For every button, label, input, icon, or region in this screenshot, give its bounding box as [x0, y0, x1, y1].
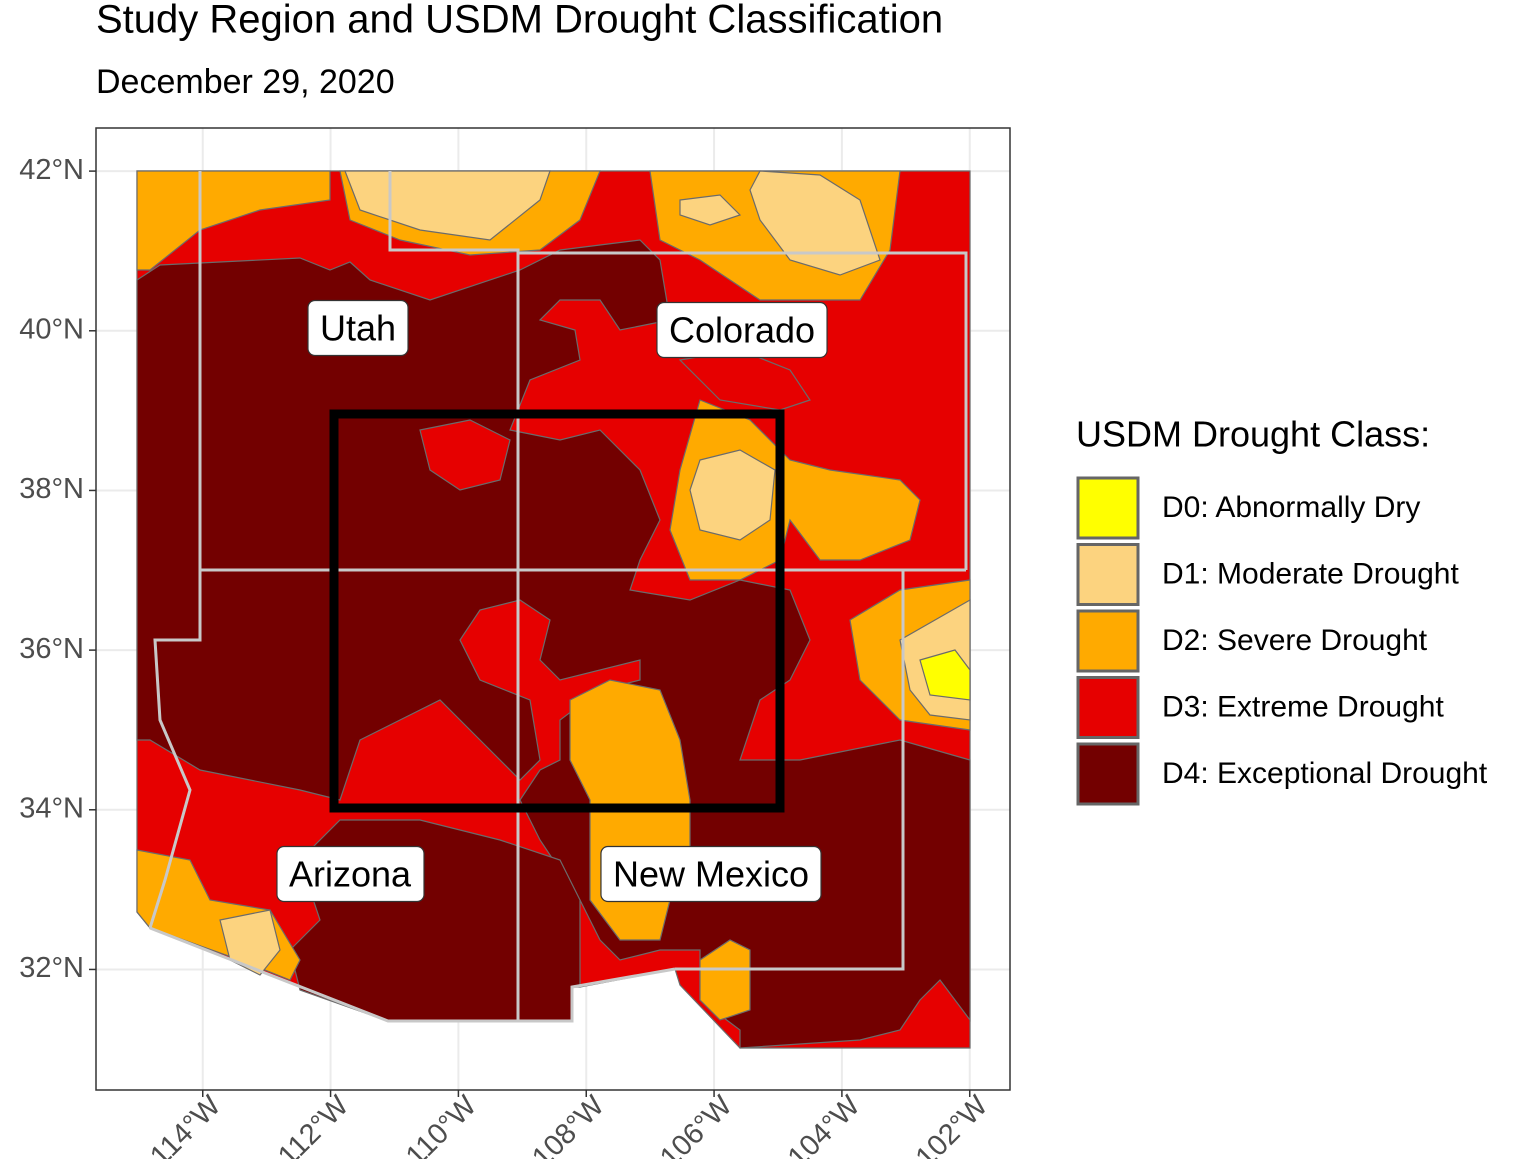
d1-area [219, 909, 281, 976]
legend-label: D3: Extreme Drought [1162, 690, 1444, 723]
x-tick-label: 102°W [910, 1089, 995, 1159]
state-border [518, 251, 968, 570]
state-label: Utah [320, 308, 396, 349]
state-label-box [307, 299, 409, 357]
state-label: New Mexico [613, 854, 809, 895]
state-label: Arizona [289, 854, 412, 895]
legend-swatch [1076, 543, 1140, 606]
state-label-box [600, 845, 822, 903]
x-tick-label: 104°W [782, 1089, 867, 1159]
legend-label: D1: Moderate Drought [1162, 557, 1459, 590]
d1-area [689, 449, 776, 541]
title: Study Region and USDM Drought Classifica… [96, 0, 943, 42]
d1-area [344, 170, 551, 241]
study-region-box [329, 409, 785, 813]
legend-swatch [1076, 676, 1140, 739]
drought-map [136, 170, 971, 1049]
legend-swatch [1076, 742, 1140, 806]
x-tick-label: 114°W [144, 1089, 227, 1159]
d0-area [919, 649, 971, 701]
state-border [148, 171, 202, 929]
x-tick-label: 112°W [272, 1089, 355, 1159]
y-tick-label: 32°N [19, 952, 84, 984]
state-label: Colorado [669, 310, 815, 351]
state-border [149, 926, 676, 1023]
state-border [675, 570, 905, 971]
legend-label: D4: Exceptional Drought [1162, 757, 1488, 790]
legend-label: D2: Severe Drought [1162, 624, 1428, 657]
y-tick-label: 34°N [19, 792, 84, 824]
d1-area [679, 194, 742, 226]
panel-border [95, 127, 1011, 1091]
y-tick-label: 36°N [19, 633, 84, 665]
y-tick-label: 42°N [19, 154, 84, 186]
x-tick-label: 110°W [400, 1089, 483, 1159]
d3-area [419, 419, 511, 491]
legend-swatch [1076, 609, 1140, 673]
legend: D0: Abnormally Dry D1: Moderate Drought D2… [1076, 476, 1488, 806]
state-border [388, 171, 520, 1021]
y-tick-label: 38°N [19, 473, 84, 505]
legend-swatch [1076, 476, 1140, 540]
state-borders [148, 171, 968, 1023]
d2-area [136, 170, 331, 271]
x-tick-label: 108°W [526, 1089, 611, 1159]
state-label-box [276, 845, 425, 903]
y-tick-label: 40°N [19, 313, 84, 345]
state-label-box [656, 301, 828, 359]
legend-label: D0: Abnormally Dry [1162, 491, 1420, 524]
d2-area [699, 939, 751, 1021]
state-labels: Utah Colorado Arizona New Mexico [276, 299, 828, 903]
subtitle: December 29, 2020 [96, 63, 395, 101]
x-tick-label: 106°W [654, 1089, 739, 1159]
legend-title: USDM Drought Class: [1076, 414, 1430, 455]
d1-area [749, 170, 881, 276]
